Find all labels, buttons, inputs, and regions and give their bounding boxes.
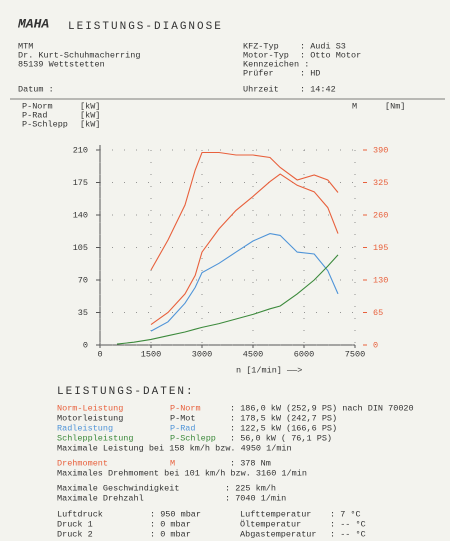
result-text: P-Rad bbox=[170, 423, 196, 433]
result-text: : 56,0 kW ( 76,1 PS) bbox=[230, 433, 332, 443]
x-tick-label: 0 bbox=[97, 349, 102, 359]
x-axis-label: n [1/min] ——> bbox=[236, 365, 302, 375]
series-line bbox=[116, 254, 339, 345]
y-tick-label: 175 bbox=[73, 178, 88, 188]
result-text: : 378 Nm bbox=[230, 458, 271, 468]
legend-unit: [Nm] bbox=[385, 101, 405, 111]
y2-tick-label: 195 bbox=[373, 243, 388, 253]
results: Norm-Leistung P-Norm : 186,0 kW (252,9 PS)… bbox=[57, 403, 414, 539]
result-text: Norm-Leistung bbox=[57, 403, 123, 413]
legend-label: P-Norm bbox=[22, 101, 53, 111]
y-tick-label: 105 bbox=[73, 243, 88, 253]
results-title: LEISTUNGS-DATEN: bbox=[57, 386, 195, 398]
field-value: : Audi S3 bbox=[300, 41, 346, 51]
x-tick-label: 3000 bbox=[192, 349, 212, 359]
logo: MAHA bbox=[17, 16, 49, 31]
result-text: : 7 °C bbox=[330, 509, 361, 519]
field-value: : Otto Motor bbox=[300, 50, 361, 60]
legend-unit: [kW] bbox=[80, 101, 100, 111]
title: LEISTUNGS-DIAGNOSE bbox=[68, 21, 223, 33]
x-tick-label: 4500 bbox=[243, 349, 263, 359]
y2-tick-label: 130 bbox=[373, 275, 388, 285]
result-text: Radleistung bbox=[57, 423, 113, 433]
x-tick-label: 7500 bbox=[345, 349, 365, 359]
customer: 85139 Wettstetten bbox=[18, 59, 105, 69]
result-text: : 0 mbar bbox=[150, 519, 191, 529]
result-text: Maximale Leistung bei 158 km/h bzw. 4950… bbox=[57, 443, 292, 453]
y-tick-label: 35 bbox=[78, 308, 88, 318]
customer: MTM bbox=[18, 41, 33, 51]
result-text: Luftdruck bbox=[57, 509, 103, 519]
customer: Dr. Kurt-Schuhmacherring bbox=[18, 50, 140, 60]
x-tick-label: 1500 bbox=[141, 349, 161, 359]
result-text: P-Mot bbox=[170, 413, 196, 423]
y2-tick-label: 0 bbox=[373, 340, 378, 350]
result-text: : 122,5 kW (166,6 PS) bbox=[230, 423, 337, 433]
result-text: : 0 mbar bbox=[150, 529, 191, 539]
result-text: Druck 1 bbox=[57, 519, 93, 529]
field-label: KFZ-Typ bbox=[243, 41, 279, 51]
y-tick-label: 0 bbox=[83, 340, 88, 350]
legend-label: M bbox=[352, 101, 357, 111]
legend-unit: [kW] bbox=[80, 119, 100, 129]
y2-tick-label: 325 bbox=[373, 178, 388, 188]
x-tick-label: 6000 bbox=[294, 349, 314, 359]
result-text: : 950 mbar bbox=[150, 509, 201, 519]
result-text: : 225 km/h bbox=[225, 483, 276, 493]
result-text: M bbox=[170, 458, 175, 468]
series-line bbox=[150, 151, 339, 271]
result-text: Motorleistung bbox=[57, 413, 123, 423]
series-line bbox=[150, 173, 339, 326]
y-tick-label: 210 bbox=[73, 145, 88, 155]
result-text: : 186,0 kW (252,9 PS) nach DIN 70020 bbox=[230, 403, 414, 413]
y-tick-label: 140 bbox=[73, 210, 88, 220]
result-text: Lufttemperatur bbox=[240, 509, 311, 519]
result-text: P-Schlepp bbox=[170, 433, 216, 443]
result-text: Maximales Drehmoment bei 101 km/h bzw. 3… bbox=[57, 468, 307, 478]
legend-label: P-Rad bbox=[22, 110, 48, 120]
field-label: Motor-Typ bbox=[243, 50, 289, 60]
y2-tick-label: 65 bbox=[373, 308, 383, 318]
result-text: Maximale Geschwindigkeit bbox=[57, 483, 179, 493]
series-line bbox=[150, 233, 339, 332]
result-text: : -- °C bbox=[330, 529, 366, 539]
result-text: : 178,5 kW (242,7 PS) bbox=[230, 413, 337, 423]
y-tick-label: 70 bbox=[78, 275, 88, 285]
y2-tick-label: 260 bbox=[373, 210, 388, 220]
result-text: : 7040 1/min bbox=[225, 493, 286, 503]
field-label: Kennzeichen : bbox=[243, 59, 309, 69]
result-text: P-Norm bbox=[170, 403, 201, 413]
legend-label: P-Schlepp bbox=[22, 119, 68, 129]
field-value: : HD bbox=[300, 68, 320, 78]
result-text: Schleppleistung bbox=[57, 433, 134, 443]
result-text: Abgastemperatur bbox=[240, 529, 317, 539]
field-label: Uhrzeit bbox=[243, 84, 279, 94]
result-text: Druck 2 bbox=[57, 529, 93, 539]
legend-unit: [kW] bbox=[80, 110, 100, 120]
date: Datum : bbox=[18, 84, 54, 94]
result-text: Drehmoment bbox=[57, 458, 108, 468]
result-text: Öltemperatur bbox=[240, 518, 301, 529]
field-label: Prüfer bbox=[243, 68, 274, 78]
field-value: : 14:42 bbox=[300, 84, 336, 94]
result-text: Maximale Drehzahl bbox=[57, 493, 144, 503]
result-text: : -- °C bbox=[330, 519, 366, 529]
y2-tick-label: 390 bbox=[373, 145, 388, 155]
